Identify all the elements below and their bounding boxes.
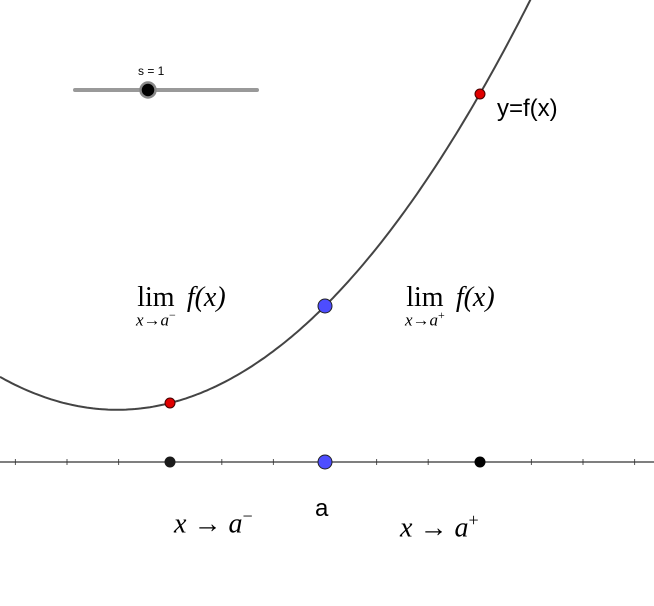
var: x [400, 512, 413, 544]
sub-arrow: → [412, 310, 430, 330]
base: a [228, 508, 243, 540]
point-a-label: a [315, 495, 329, 522]
right-approach-label: x → a+ [400, 510, 479, 544]
right-limit-expression: lim x→a+ f(x) [405, 282, 495, 331]
sub-sign: − [169, 308, 176, 322]
point-fa-on-curve[interactable] [317, 298, 333, 314]
point-a-on-axis[interactable] [317, 454, 333, 470]
lim-word: lim [137, 282, 175, 313]
arrow: → [193, 508, 222, 540]
slider-label: s = 1 [138, 64, 165, 78]
function-curve[interactable] [0, 0, 540, 411]
curve-label: y=f(x) [497, 95, 558, 122]
base: a [454, 512, 469, 544]
arrow: → [419, 512, 448, 544]
sub-var: x [136, 310, 144, 330]
var: x [174, 508, 187, 540]
sub-base: a [160, 310, 170, 330]
slider-knob[interactable] [139, 81, 157, 99]
point-right-on-axis[interactable] [474, 456, 486, 468]
lim-word: lim [406, 282, 444, 313]
point-left-on-curve[interactable] [164, 397, 176, 409]
lim-func: f(x) [186, 282, 226, 313]
lim-func: f(x) [455, 282, 495, 313]
sub-var: x [405, 310, 413, 330]
point-left-on-axis[interactable] [164, 456, 176, 468]
sub-sign: + [438, 308, 445, 322]
sign: + [468, 510, 479, 530]
point-right-on-curve[interactable] [474, 88, 486, 100]
sub-base: a [429, 310, 439, 330]
sign: − [242, 506, 253, 526]
left-approach-label: x → a− [174, 506, 253, 540]
sub-arrow: → [143, 310, 161, 330]
left-limit-expression: lim x→a− f(x) [136, 282, 226, 331]
